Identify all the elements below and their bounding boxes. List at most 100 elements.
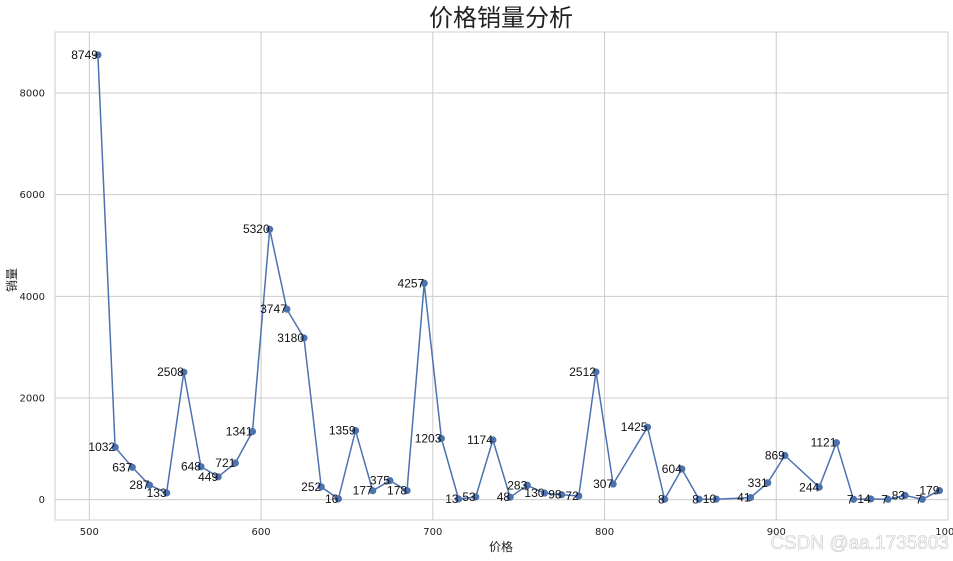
data-point: [609, 480, 617, 488]
data-point: [163, 489, 171, 497]
data-label: 177: [353, 484, 373, 498]
data-point: [918, 495, 926, 503]
data-label: 648: [181, 460, 201, 474]
data-point: [454, 495, 463, 503]
data-label: 83: [892, 488, 906, 502]
data-point: [901, 491, 909, 500]
data-label: 252: [301, 480, 321, 494]
x-tick-label: 700: [423, 527, 442, 538]
y-tick-label: 8000: [20, 89, 45, 100]
data-point: [214, 473, 222, 481]
x-tick-label: 500: [80, 527, 99, 538]
series-markers: [94, 51, 944, 503]
data-point: [832, 439, 840, 447]
data-label: 130: [524, 486, 544, 500]
y-tick-label: 6000: [20, 190, 45, 201]
data-label: 1341: [226, 424, 253, 438]
data-point: [266, 225, 274, 233]
data-label: 8: [658, 492, 665, 506]
chart-title: 价格销量分析: [429, 4, 573, 32]
data-point: [884, 495, 892, 503]
data-label: 1174: [467, 433, 493, 447]
y-axis-label: 销量: [5, 268, 19, 292]
data-label: 1121: [811, 436, 837, 450]
data-label: 3180: [277, 331, 304, 345]
data-point: [369, 487, 377, 495]
data-point: [540, 489, 549, 497]
x-tick-label: 800: [595, 527, 614, 538]
data-label: 287: [129, 478, 149, 492]
x-tick-label: 900: [767, 527, 786, 538]
data-point: [867, 495, 875, 503]
data-point: [764, 479, 772, 487]
data-point: [248, 427, 257, 436]
data-label: 7: [847, 492, 854, 506]
data-point: [489, 436, 497, 444]
data-label: 98: [548, 488, 562, 502]
data-point: [472, 493, 480, 501]
data-point: [678, 465, 686, 473]
data-label: 307: [593, 477, 613, 491]
data-point: [300, 334, 308, 342]
data-point: [145, 481, 154, 489]
watermark-text: CSDN @aa.1735803: [770, 533, 949, 554]
data-label: 41: [737, 491, 751, 505]
data-label: 7: [881, 492, 888, 506]
grid: [55, 32, 949, 520]
data-point: [420, 279, 428, 287]
data-label: 16: [325, 492, 339, 506]
data-label: 178: [387, 484, 407, 498]
data-point: [661, 495, 669, 503]
data-label: 2512: [569, 365, 596, 379]
data-point: [815, 483, 823, 491]
data-label: 637: [112, 460, 132, 474]
data-label: 283: [507, 478, 527, 492]
data-label: 4257: [398, 276, 425, 290]
x-axis-label: 价格: [489, 539, 513, 554]
data-point: [386, 477, 394, 485]
data-label: 869: [765, 448, 785, 462]
data-point: [317, 483, 325, 491]
data-point: [351, 426, 360, 435]
data-label: 13: [445, 492, 459, 506]
data-point: [334, 495, 342, 503]
data-labels: 8749103263728713325086484497211341532037…: [71, 48, 940, 506]
data-label: 1032: [88, 440, 115, 454]
y-tick-label: 0: [39, 495, 45, 506]
data-label: 375: [370, 474, 390, 488]
data-label: 331: [748, 476, 768, 490]
data-point: [849, 495, 858, 503]
data-label: 14: [857, 492, 871, 506]
data-label: 5320: [243, 222, 270, 236]
data-label: 449: [198, 470, 218, 484]
plot-area: [54, 31, 949, 521]
data-point: [746, 493, 755, 502]
data-label: 3747: [260, 302, 287, 316]
data-label: 7: [916, 492, 923, 506]
data-point: [180, 368, 188, 376]
y-tick-label: 4000: [20, 292, 45, 303]
data-point: [558, 491, 566, 499]
data-label: 72: [565, 489, 579, 503]
data-label: 8: [692, 492, 699, 506]
data-point: [128, 463, 136, 471]
data-label: 8749: [71, 48, 98, 62]
data-point: [403, 487, 411, 495]
data-label: 604: [662, 462, 682, 476]
data-point: [94, 51, 102, 59]
data-label: 2508: [157, 365, 184, 379]
data-label: 244: [799, 480, 819, 494]
data-point: [111, 443, 119, 451]
data-point: [781, 451, 789, 460]
data-point: [283, 305, 291, 313]
data-label: 1359: [329, 424, 356, 438]
data-label: 53: [462, 490, 476, 504]
data-point: [643, 423, 652, 431]
data-point: [695, 495, 703, 503]
data-label: 1425: [621, 420, 648, 434]
x-tick-label: 600: [252, 527, 271, 538]
data-point: [712, 495, 720, 503]
data-point: [437, 434, 445, 443]
